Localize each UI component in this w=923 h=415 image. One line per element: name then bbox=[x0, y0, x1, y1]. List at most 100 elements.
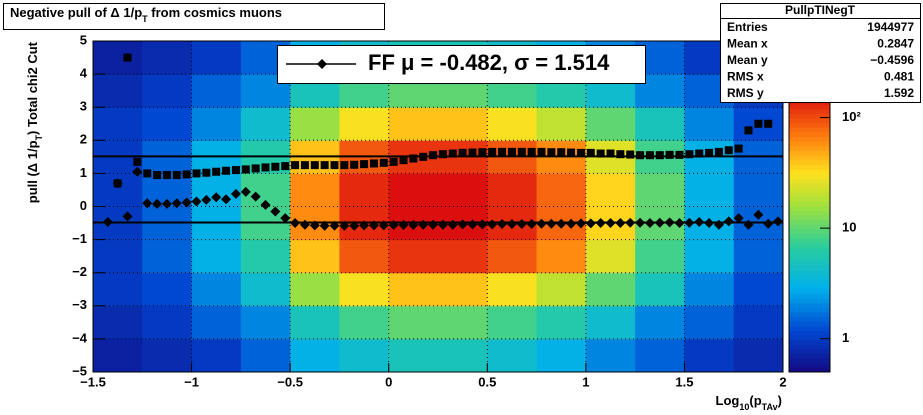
heat-cell bbox=[684, 239, 735, 274]
diamond-marker bbox=[664, 217, 675, 228]
diamond-marker bbox=[280, 213, 291, 224]
colorbar-step bbox=[789, 210, 830, 216]
diamond-marker bbox=[694, 217, 705, 228]
square-marker bbox=[586, 148, 595, 157]
diamond-marker bbox=[713, 219, 724, 230]
square-marker bbox=[567, 148, 576, 157]
label-part: ) Total chi2 Cut bbox=[25, 41, 40, 135]
colorbar-step bbox=[789, 321, 830, 327]
diamond-marker bbox=[398, 220, 409, 231]
stats-key: RMS y bbox=[727, 86, 764, 100]
colorbar-step bbox=[789, 127, 830, 133]
diamond-marker bbox=[181, 197, 192, 208]
heat-cell bbox=[438, 338, 488, 373]
diamond-marker bbox=[368, 220, 379, 231]
diamond-marker bbox=[339, 220, 350, 231]
square-marker bbox=[764, 119, 773, 128]
stats-key: RMS x bbox=[727, 70, 764, 84]
diamond-marker bbox=[408, 220, 419, 231]
diamond-marker bbox=[753, 209, 764, 220]
square-marker bbox=[488, 147, 497, 156]
heat-cell bbox=[93, 272, 143, 307]
diamond-marker bbox=[575, 218, 586, 229]
square-marker bbox=[251, 164, 260, 173]
colorbar-step bbox=[789, 344, 830, 350]
z-tick-label: 10 bbox=[842, 220, 856, 235]
square-marker bbox=[626, 150, 635, 159]
heat-cell bbox=[240, 272, 291, 307]
square-marker bbox=[231, 166, 240, 175]
colorbar-step bbox=[789, 118, 830, 124]
colorbar-step bbox=[789, 108, 830, 114]
heat-cell bbox=[339, 305, 390, 340]
colorbar-step bbox=[789, 362, 830, 368]
square-marker bbox=[330, 161, 339, 170]
diamond-marker bbox=[516, 219, 527, 230]
diamond-marker bbox=[566, 218, 577, 229]
stats-value: 1944977 bbox=[867, 20, 914, 34]
heat-cell bbox=[487, 272, 538, 307]
diamond-marker bbox=[773, 216, 784, 227]
square-marker bbox=[389, 157, 398, 166]
title-part: Negative pull of Δ 1/p bbox=[10, 5, 142, 20]
diamond-marker bbox=[684, 217, 695, 228]
stats-title: PullpTINegT bbox=[785, 3, 856, 17]
square-marker bbox=[468, 148, 477, 157]
heat-cell bbox=[487, 305, 538, 340]
colorbar-step bbox=[789, 339, 830, 345]
heat-cell bbox=[339, 338, 390, 373]
heat-cell bbox=[733, 272, 784, 307]
heat-cell bbox=[339, 107, 390, 141]
colorbar-step bbox=[789, 265, 830, 271]
diamond-marker bbox=[319, 220, 330, 231]
heat-cell bbox=[388, 173, 439, 207]
heat-cell bbox=[536, 305, 587, 340]
square-marker bbox=[616, 150, 625, 159]
y-tick-label: 2 bbox=[80, 132, 87, 147]
square-marker bbox=[291, 161, 300, 170]
colorbar-step bbox=[789, 201, 830, 207]
x-tick-label: 1 bbox=[582, 374, 589, 389]
heat-cell bbox=[290, 338, 340, 373]
heat-cell bbox=[438, 173, 488, 207]
square-marker bbox=[754, 119, 763, 128]
square-marker bbox=[724, 146, 733, 155]
heat-cell bbox=[93, 173, 143, 207]
heat-cell bbox=[93, 107, 143, 141]
label-part: pull (Δ 1/p bbox=[25, 140, 40, 203]
colorbar-step bbox=[789, 298, 830, 304]
heat-cell bbox=[684, 338, 735, 373]
diamond-marker bbox=[122, 211, 133, 222]
heat-cell bbox=[191, 272, 242, 307]
square-marker bbox=[645, 151, 654, 160]
colorbar-step bbox=[789, 224, 830, 230]
stats-key: Mean y bbox=[727, 53, 768, 67]
square-marker bbox=[153, 171, 162, 180]
stats-value: 0.481 bbox=[884, 70, 914, 84]
diamond-marker bbox=[260, 199, 271, 210]
colorbar-step bbox=[789, 288, 830, 295]
colorbar-step bbox=[789, 219, 830, 225]
colorbar-step bbox=[789, 330, 830, 336]
square-marker bbox=[685, 150, 694, 159]
heat-cell bbox=[191, 305, 242, 340]
stats-box bbox=[720, 3, 921, 103]
heat-cell bbox=[684, 173, 735, 207]
colorbar-step bbox=[789, 256, 830, 262]
square-marker bbox=[320, 161, 329, 170]
heat-cell bbox=[240, 107, 291, 141]
heat-cell bbox=[142, 74, 193, 108]
x-tick-label: −1 bbox=[184, 374, 199, 389]
heat-cell bbox=[191, 74, 242, 108]
heat-cell bbox=[487, 173, 538, 207]
square-marker bbox=[202, 168, 211, 177]
y-tick-label: 5 bbox=[80, 32, 87, 47]
chart-title: Negative pull of Δ 1/pT from cosmics muo… bbox=[10, 5, 282, 24]
heat-cell bbox=[585, 305, 636, 340]
heat-cell bbox=[191, 107, 242, 141]
heat-cell bbox=[585, 107, 636, 141]
diamond-marker bbox=[250, 191, 261, 202]
square-marker bbox=[458, 148, 467, 157]
heat-cell bbox=[438, 239, 488, 274]
heat-cell bbox=[388, 107, 439, 141]
